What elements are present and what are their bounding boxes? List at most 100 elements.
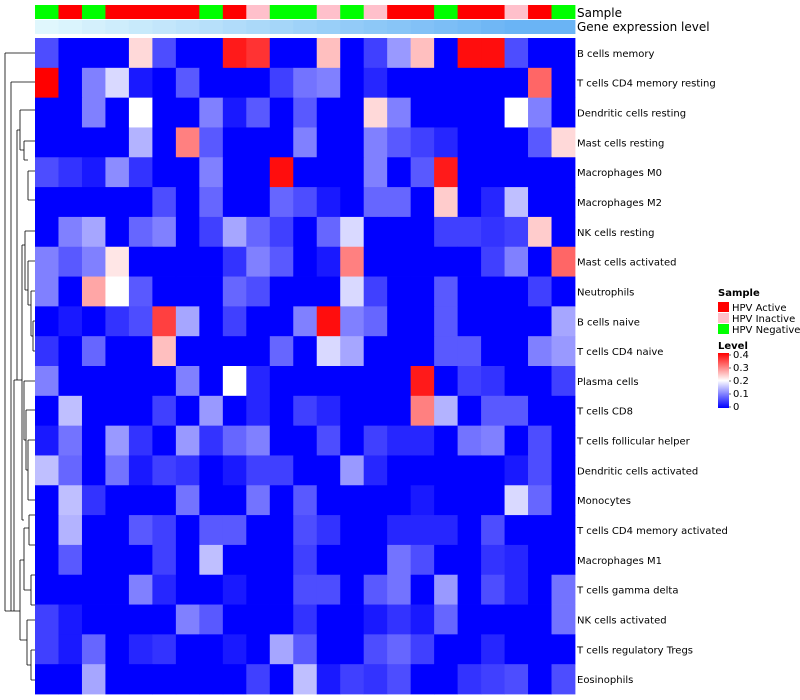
heatmap-cell [410,604,435,635]
heatmap-cell [58,574,83,605]
heatmap-cell [199,336,224,367]
heatmap-cell [199,515,224,546]
heatmap-cell [128,485,153,516]
heatmap-cell [457,366,482,397]
row-label: Monocytes [577,496,631,507]
heatmap-cell [199,246,224,277]
heatmap-cell [246,485,271,516]
heatmap-cell [293,366,318,397]
expression-annotation-cell [457,20,482,34]
heatmap-cell [363,187,388,218]
heatmap-cell [81,97,106,128]
heatmap-cell [528,544,552,576]
heatmap-cell [434,544,459,576]
heatmap-cell [105,216,130,248]
heatmap-cell [35,67,59,99]
heatmap-cell [269,515,294,546]
heatmap-cell [35,544,59,576]
legend-level-colorbar [718,353,729,408]
heatmap-cell [504,97,529,128]
heatmap-cell [58,276,83,307]
heatmap-cell [363,157,388,188]
heatmap-cell [457,634,482,665]
heatmap-cell [340,97,365,128]
heatmap-cell [504,246,529,277]
heatmap-cell [434,336,459,367]
heatmap-cell [387,544,412,576]
heatmap-cell [175,544,200,576]
sample-annotation-cell [222,5,247,19]
heatmap-cell [528,395,552,427]
legend-label-hpv-active: HPV Active [732,303,787,314]
heatmap-cell [504,395,529,427]
heatmap-cell [316,276,341,307]
heatmap-cell [152,515,177,546]
heatmap-cell [175,97,200,128]
heatmap-cell [128,97,153,128]
row-label: T cells gamma delta [576,586,678,597]
heatmap-cell [293,604,318,635]
heatmap-cell [504,157,529,188]
sample-annotation-cell [293,5,318,19]
heatmap-cell [269,38,294,69]
heatmap-cell [293,336,318,367]
heatmap-cell [199,544,224,576]
heatmap-cell [340,634,365,665]
dendro-branch-lower [19,514,35,681]
heatmap-cell [410,366,435,397]
heatmap-cell [58,306,83,337]
heatmap-cell [481,276,505,307]
heatmap-cell [269,574,294,605]
heatmap-cell [551,187,576,218]
heatmap-cell [363,485,388,516]
heatmap-cell [363,38,388,69]
heatmap-cell [128,38,153,69]
heatmap-cell [246,336,271,367]
sample-annotation-cell [551,5,576,19]
heatmap-cell [128,127,153,158]
heatmap-cell [246,634,271,665]
heatmap-cell [81,366,106,397]
heatmap-cell [457,485,482,516]
heatmap-cell [434,67,459,99]
heatmap-cell [457,574,482,605]
heatmap-cell [551,515,576,546]
heatmap-cell [340,485,365,516]
heatmap-cell [128,574,153,605]
heatmap-cell [363,515,388,546]
heatmap-cell [293,246,318,277]
heatmap-cell [481,38,505,69]
heatmap-cell [504,544,529,576]
heatmap-cell [457,455,482,486]
heatmap-cell [551,664,576,695]
heatmap-cell [457,515,482,546]
legend-level-tick-label: 0.4 [733,350,749,361]
heatmap-cell [199,604,224,635]
heatmap-cell [481,336,505,367]
legend-level-title: Level [718,341,748,352]
heatmap-cell [528,366,552,397]
heatmap-cell [246,38,271,69]
heatmap-cell [269,306,294,337]
heatmap-cell [387,216,412,248]
heatmap-cell [481,366,505,397]
heatmap-cell [269,67,294,99]
heatmap-cell [152,216,177,248]
heatmap-cell [340,157,365,188]
heatmap-cell [528,634,552,665]
expression-annotation-cell [152,20,177,34]
heatmap-cell [175,664,200,695]
legend-level-ticks: 0.4 0.3 0.2 0.1 0 [729,350,749,413]
heatmap-cell [340,455,365,486]
heatmap-cell [58,455,83,486]
heatmap-cell [222,366,247,397]
heatmap-cell [316,425,341,456]
heatmap-cell [528,67,552,99]
heatmap-cell [199,127,224,158]
heatmap-cell [35,574,59,605]
heatmap-cell [199,366,224,397]
heatmap-cell [199,276,224,307]
heatmap-cell [199,216,224,248]
heatmap-cell [293,574,318,605]
